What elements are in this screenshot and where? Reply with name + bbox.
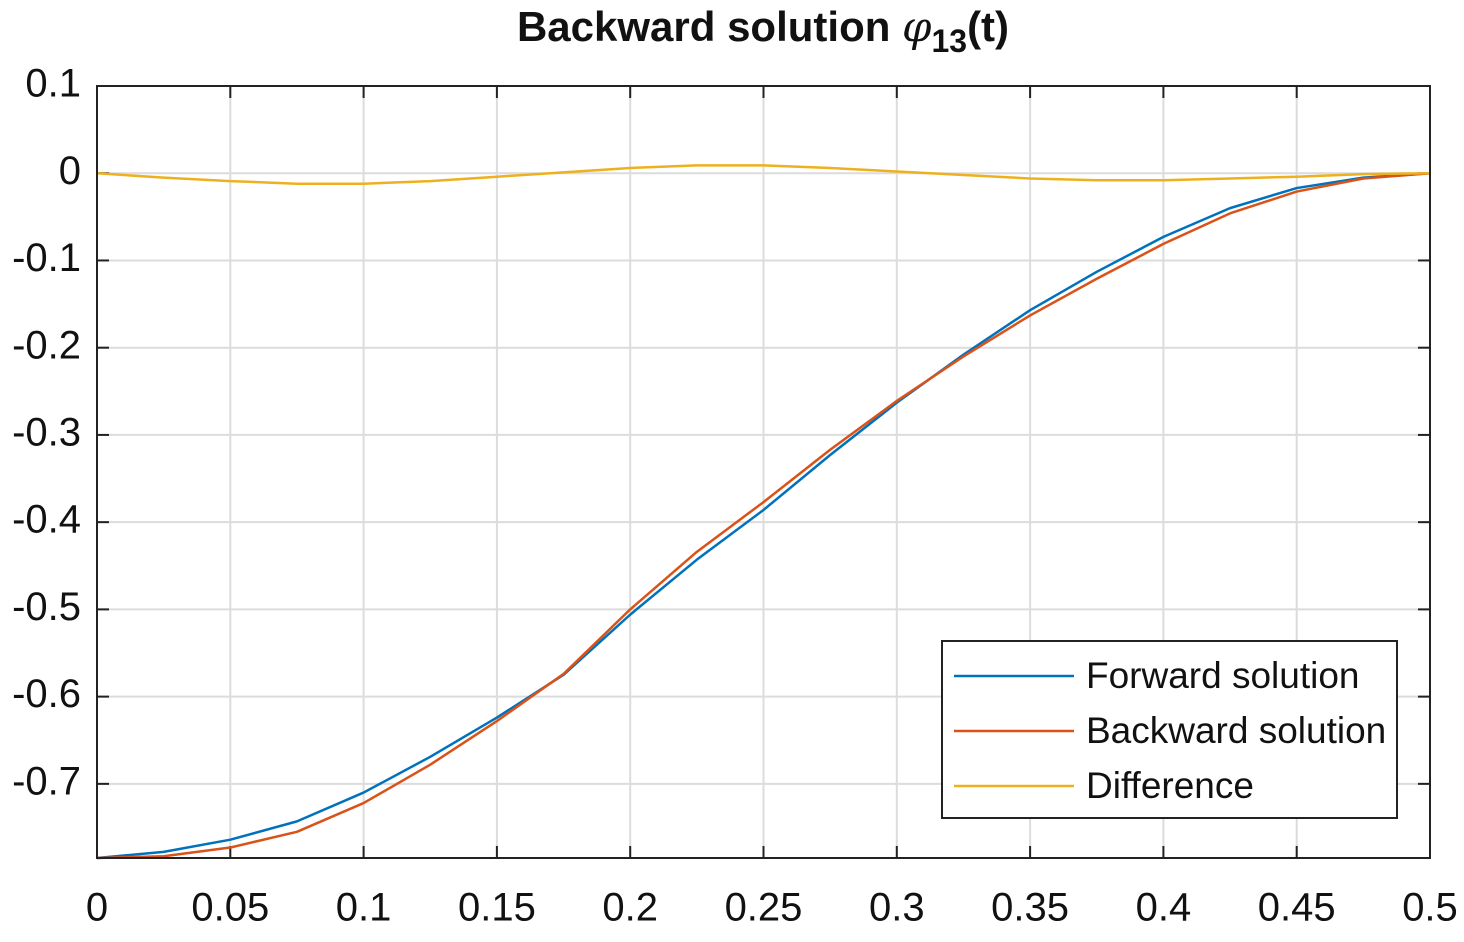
y-tick-label: 0.1 [25,62,81,106]
y-tick-label: -0.3 [12,410,81,454]
x-tick-label: 0.05 [191,886,269,930]
title-suffix: (t) [967,3,1009,50]
series-line [96,164,1431,185]
series-line [96,171,1431,860]
plot-border [96,85,1431,859]
legend-box [941,640,1398,819]
x-tick-label: 0.25 [725,886,803,930]
legend-label: Backward solution [1086,710,1386,751]
x-tick-label: 0.2 [602,886,658,930]
y-tick-label: -0.5 [12,585,81,629]
title-symbol: φ [902,2,932,51]
title-subscript: 13 [931,23,967,59]
chart-title: Backward solution φ13(t) [517,2,1009,59]
x-tick-label: 0 [86,886,108,930]
y-tick-label: 0 [59,149,81,193]
legend-label: Difference [1086,765,1254,806]
y-tick-label: -0.2 [12,323,81,367]
title-main: Backward solution [517,3,902,50]
y-tick-label: -0.1 [12,236,81,280]
x-tick-label: 0.4 [1136,886,1192,930]
x-tick-label: 0.45 [1258,886,1336,930]
series-line [96,171,1431,860]
legend-label: Forward solution [1086,655,1360,696]
y-tick-label: -0.4 [12,498,81,542]
x-tick-label: 0.15 [458,886,536,930]
y-tick-label: -0.6 [12,672,81,716]
x-tick-label: 0.1 [336,886,392,930]
y-tick-label: -0.7 [12,759,81,803]
x-tick-label: 0.5 [1402,886,1458,930]
x-tick-label: 0.3 [869,886,925,930]
x-tick-label: 0.35 [991,886,1069,930]
